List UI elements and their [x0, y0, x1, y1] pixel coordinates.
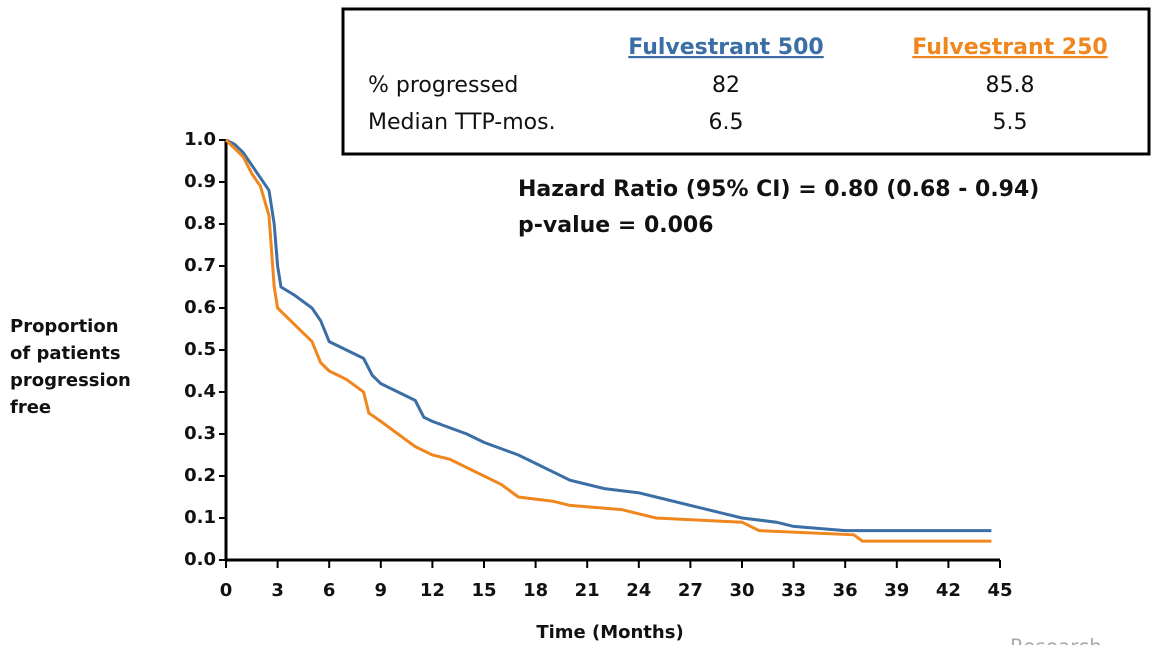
x-tick-label: 30	[729, 580, 754, 601]
table-row-label: % progressed	[368, 73, 518, 98]
y-axis-label: free	[10, 397, 51, 418]
x-tick-label: 9	[375, 580, 388, 601]
x-tick-label: 21	[575, 580, 600, 601]
survival-curve	[224, 138, 992, 543]
table-row-label: Median TTP-mos.	[368, 110, 556, 135]
y-axis-label: progression	[10, 370, 131, 391]
x-tick-label: 33	[781, 580, 806, 601]
y-tick-label: 0.3	[184, 423, 216, 444]
x-tick-label: 42	[936, 580, 961, 601]
x-tick-label: 18	[523, 580, 548, 601]
y-tick-label: 0.9	[184, 171, 216, 192]
y-tick-label: 0.8	[184, 213, 216, 234]
x-tick-label: 12	[420, 580, 445, 601]
table-cell: 5.5	[993, 110, 1028, 135]
annotation: p-value = 0.006	[518, 213, 714, 238]
x-tick-label: 45	[987, 580, 1012, 601]
y-tick-label: 0.4	[184, 381, 216, 402]
table-cell: 6.5	[709, 110, 744, 135]
x-tick-label: 3	[271, 580, 284, 601]
survival-curve	[225, 138, 992, 533]
table-cell: 85.8	[986, 73, 1035, 98]
x-tick-label: 36	[833, 580, 858, 601]
x-tick-label: 39	[884, 580, 909, 601]
y-axis-label: of patients	[10, 343, 121, 364]
summary-table-box	[341, 7, 1151, 156]
y-tick-label: 0.1	[184, 507, 216, 528]
y-axis-label: Proportion	[10, 316, 119, 337]
x-tick-label: 27	[678, 580, 703, 601]
y-tick-label: 0.0	[184, 549, 216, 570]
y-tick-label: 0.6	[184, 297, 216, 318]
y-tick-label: 0.5	[184, 339, 216, 360]
table-header: Fulvestrant 250	[912, 35, 1107, 60]
x-tick-label: 15	[471, 580, 496, 601]
x-tick-label: 24	[626, 580, 651, 601]
x-axis-label: Time (Months)	[536, 622, 683, 643]
table-cell: 82	[712, 73, 740, 98]
annotation: Hazard Ratio (95% CI) = 0.80 (0.68 - 0.9…	[518, 177, 1039, 202]
watermark: Research	[1010, 635, 1102, 645]
table-header: Fulvestrant 500	[628, 35, 823, 60]
y-tick-label: 1.0	[184, 129, 216, 150]
y-tick-label: 0.2	[184, 465, 216, 486]
y-tick-label: 0.7	[184, 255, 216, 276]
x-tick-label: 6	[323, 580, 336, 601]
x-tick-label: 0	[220, 580, 233, 601]
